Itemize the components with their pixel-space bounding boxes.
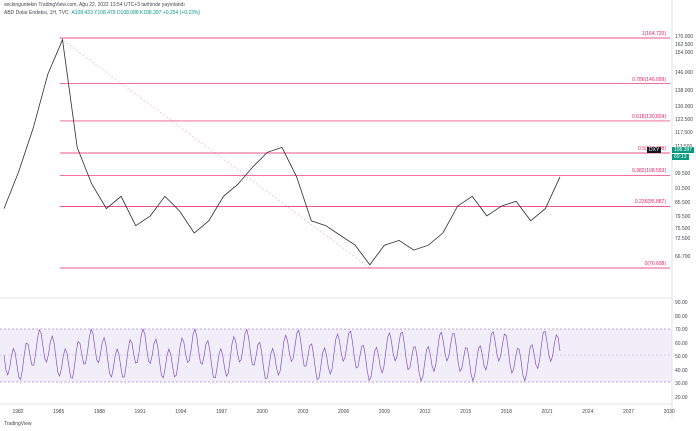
time-axis-label: 1994 (175, 409, 187, 415)
fib-level-label: 0.236(95.887) (634, 199, 666, 206)
price-axis-label: 72.500 (675, 236, 691, 242)
time-axis-label: 2018 (500, 409, 512, 415)
time-axis-label: 1982 (12, 409, 24, 415)
price-axis-label: 117.500 (675, 130, 693, 136)
symbol-name: ABD Dolar Endeksi, 1H, TVC (4, 10, 69, 16)
time-axis-label: 2030 (663, 409, 675, 415)
fib-level-label: 1(164.720) (641, 31, 666, 37)
rsi-band (0, 329, 672, 382)
time-axis-label: 2009 (378, 409, 390, 415)
price-axis-label: 85.500 (675, 200, 691, 206)
price-axis-label: 122.500 (675, 117, 694, 123)
time-axis-label: 1997 (215, 409, 228, 415)
fib-trendline (59, 37, 371, 269)
time-axis-label: 1985 (53, 409, 65, 415)
price-axis-label: 130.000 (675, 104, 694, 110)
price-axis-label: 66.700 (675, 254, 691, 260)
price-series (3, 38, 561, 266)
time-axis-label: 2006 (338, 409, 350, 415)
rsi-series (3, 327, 561, 383)
countdown-tag: 60:13 (672, 154, 689, 160)
price-axis-label: 146.000 (675, 70, 694, 76)
rsi-axis-label: 70.00 (675, 327, 688, 333)
rsi-axis-label: 80.00 (675, 313, 688, 320)
last-price-tag: 108.397 (672, 147, 695, 153)
rsi-axis-label: 50.00 (675, 354, 688, 360)
time-axis-label: 2003 (297, 409, 309, 415)
tradingview-logo: TradingView (4, 421, 32, 427)
symbol-tag: DXY (647, 147, 662, 153)
fib-level-label: 0.382(108.593) (632, 168, 666, 175)
price-axis-label: 138.000 (675, 88, 694, 94)
time-axis-label: 2024 (582, 409, 594, 415)
rsi-axis-label: 60.00 (675, 340, 688, 347)
rsi-axis-label: 30.00 (675, 381, 688, 387)
time-axis-label: 2027 (622, 409, 635, 415)
published-info: seckinguntekin TradingView.com, Ağu 22, … (4, 2, 185, 8)
rsi-axis-label: 90.00 (675, 300, 688, 306)
time-axis-label: 2015 (460, 409, 472, 415)
price-axis-label: 154.000 (675, 50, 694, 56)
time-axis-label: 2000 (256, 409, 268, 415)
price-axis-label: 79.500 (675, 214, 691, 220)
price-axis-label: 170.000 (675, 34, 694, 40)
fib-level-label: 0(70.698) (644, 261, 666, 267)
price-axis-label: 99.500 (675, 171, 691, 177)
price-axis-label: 75.500 (675, 226, 691, 232)
time-axis-label: 2012 (419, 409, 431, 415)
fib-level-label: 0.786(146.099) (632, 76, 666, 83)
time-axis-label: 1991 (134, 409, 146, 415)
rsi-axis-label: 20.00 (675, 394, 688, 401)
price-axis-label: 162.500 (675, 42, 694, 48)
rsi-axis-label: 40.00 (675, 367, 688, 374)
time-axis-label: 2021 (541, 409, 553, 415)
symbol-legend: ABD Dolar Endeksi, 1H, TVC A108.433 Y108… (4, 10, 200, 16)
time-axis-label: 1988 (93, 409, 105, 415)
price-axis-label: 91.500 (675, 186, 691, 192)
fib-level-label: 0.618(130.824) (632, 113, 666, 120)
ohlc-values: A108.433 Y108.479 D108.088 K108.397 +0.2… (71, 10, 201, 16)
